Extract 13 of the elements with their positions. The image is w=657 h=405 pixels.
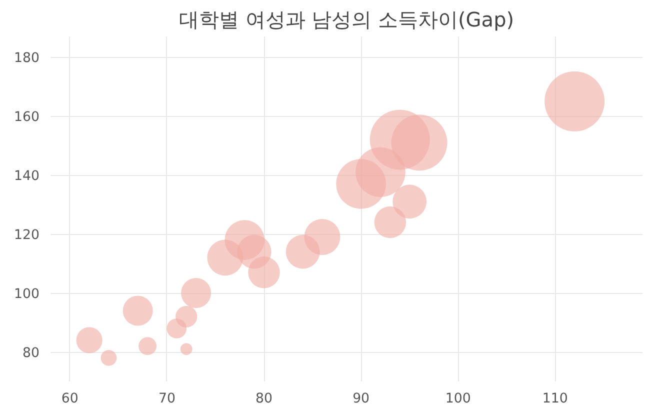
x-tick-label: 70	[158, 392, 176, 405]
x-tick-label: 60	[61, 392, 78, 405]
y-tick-label: 180	[14, 51, 40, 66]
x-tick-label: 100	[445, 392, 471, 405]
x-tick-label: 110	[542, 392, 568, 405]
chart-title: 대학별 여성과 남성의 소득차이(Gap)	[178, 8, 514, 32]
y-tick-label: 80	[22, 346, 40, 362]
y-tick-label: 100	[14, 287, 40, 302]
y-tick-label: 140	[14, 169, 40, 184]
y-tick-label: 120	[14, 228, 40, 244]
y-tick-label: 160	[14, 110, 40, 126]
x-tick-label: 90	[352, 392, 370, 405]
x-tick-label: 80	[256, 392, 272, 405]
